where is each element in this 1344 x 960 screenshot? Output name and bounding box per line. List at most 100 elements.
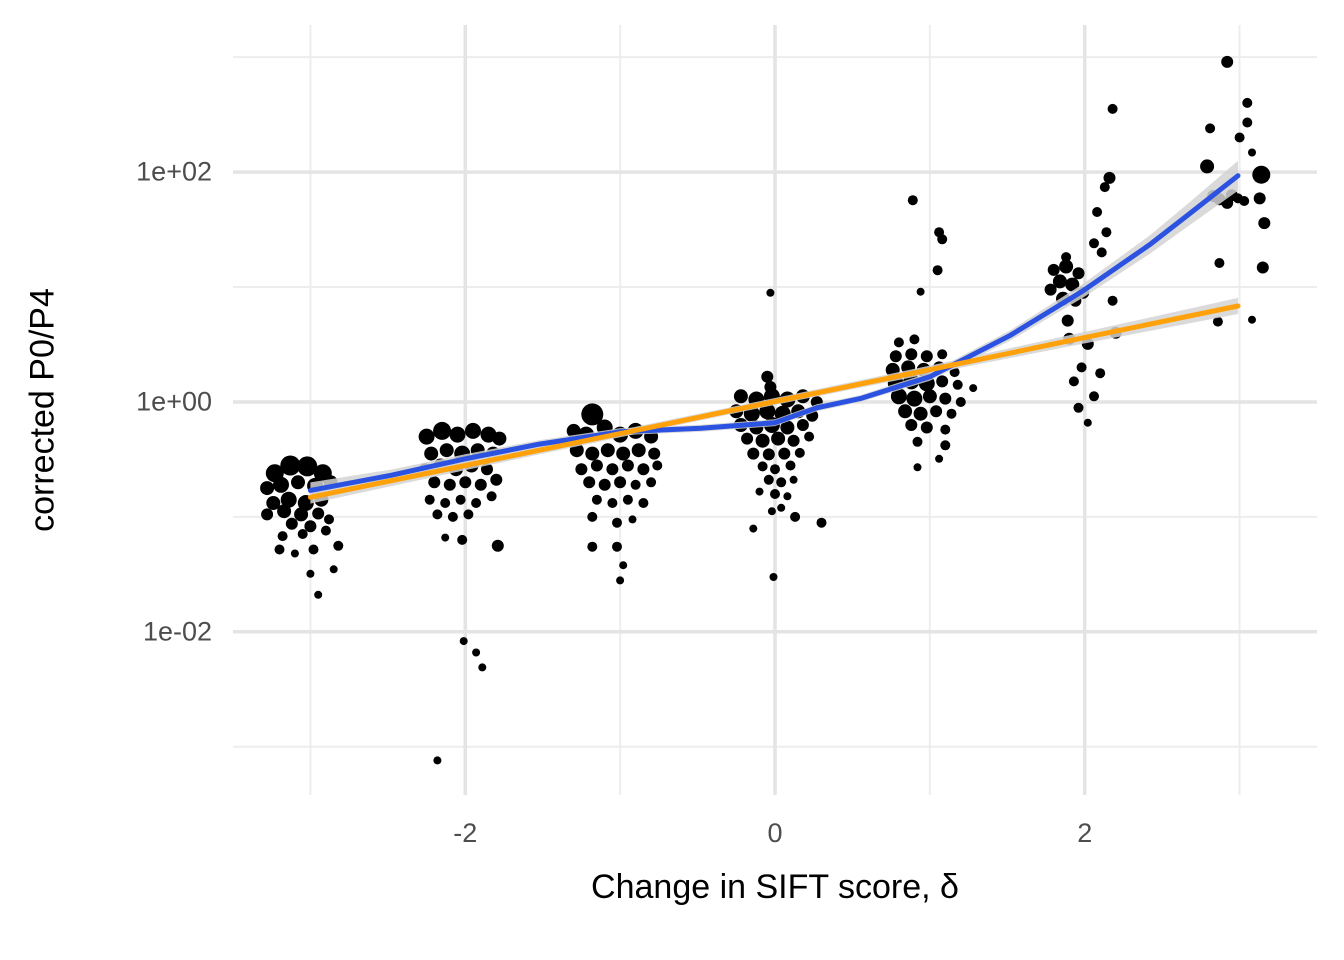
data-point [630,479,641,490]
data-point [935,454,944,463]
data-point [1253,192,1266,205]
data-point [314,590,323,599]
data-point [581,403,604,426]
data-point [306,569,315,578]
data-point [273,476,289,493]
data-point [920,350,933,363]
data-point [741,432,754,445]
data-point [789,475,798,484]
data-point [587,541,598,552]
data-point [598,478,611,491]
data-point [969,384,978,393]
data-point [459,476,472,489]
data-point [320,525,331,536]
data-point [747,447,760,460]
data-point [1083,418,1092,427]
data-point [1092,207,1103,217]
data-point [916,287,925,296]
linear-fit-line [307,303,1241,500]
data-point [575,463,588,476]
data-point [893,337,904,348]
data-point [324,514,334,525]
data-point [905,419,918,431]
data-point [771,431,786,446]
data-point [909,334,920,345]
data-point [600,443,615,458]
data-point [606,463,619,476]
loess-smooth-line [307,173,1241,493]
data-point [474,478,487,491]
data-point [770,489,780,499]
data-point [749,524,758,533]
data-point [940,424,951,435]
data-point [277,531,288,542]
data-point [465,422,481,439]
data-point [1044,283,1057,296]
x-tick-label: 2 [1077,818,1093,848]
data-point [1239,196,1250,206]
data-point [607,498,618,508]
data-point [441,533,450,542]
data-point [260,481,275,496]
data-point [455,494,466,505]
data-point [755,487,764,496]
data-point [1065,277,1080,292]
data-point [1221,55,1234,68]
data-point [937,234,948,245]
data-point [907,195,918,206]
x-tick-label: 0 [767,818,783,848]
data-point [616,576,625,585]
x-tick-label: -2 [453,818,478,848]
data-point [1252,165,1271,184]
data-point [785,460,796,471]
data-point [591,494,602,505]
data-point [638,498,649,508]
data-point [648,447,661,460]
data-point [492,431,507,446]
data-point [274,544,285,555]
data-point [424,446,439,461]
data-point [621,459,634,472]
data-point [566,423,581,438]
data-point [1089,238,1099,249]
data-point [1089,391,1099,402]
data-point [457,534,468,545]
data-point [329,565,338,574]
data-point [816,517,827,528]
data-point [1076,362,1087,373]
data-point [622,494,633,505]
data-point [1205,123,1216,134]
data-point [1103,171,1116,184]
data-point [936,375,949,388]
data-point [1200,159,1215,174]
data-point [463,509,474,520]
data-point [761,370,774,383]
data-point [1107,103,1118,114]
data-point [733,389,748,404]
data-point [939,392,952,405]
data-point [297,456,318,477]
data-point [266,496,281,510]
data-point [418,428,435,445]
data-point [1107,295,1118,306]
data-point [755,433,770,448]
data-point [478,663,487,672]
data-point [913,406,928,421]
data-point [583,476,596,489]
data-point [585,446,600,461]
data-point [333,540,344,551]
data-point [1068,376,1079,387]
data-point [804,431,815,442]
data-point [277,504,292,519]
data-point [308,544,319,555]
data-point [447,511,458,522]
data-point [1047,263,1060,276]
data-point [794,447,805,458]
data-point [898,404,913,419]
data-point [1061,314,1074,327]
data-point [280,455,301,476]
data-point [769,573,778,581]
data-point [646,477,657,488]
data-point [770,464,780,475]
